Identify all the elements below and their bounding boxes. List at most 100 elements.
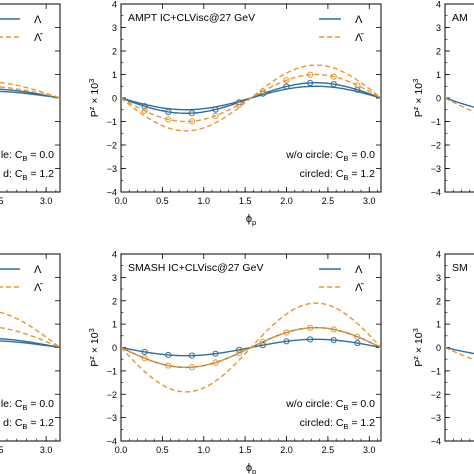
y-tick-label: 3 [112, 273, 117, 283]
series-line [0, 81, 60, 99]
x-tick-label: 1.0 [198, 445, 211, 455]
y-tick-label: 2 [112, 47, 117, 57]
panel-right-top: −4 −3 −2 −1 0 1 2 3 4 AM Pz × 103 [411, 0, 474, 198]
x-tick-label: 1.5 [239, 445, 252, 455]
series-marker [259, 338, 266, 346]
x-tick-label: 2.5 [322, 196, 335, 206]
series-marker [212, 350, 219, 357]
legend-label-antilambda: Λ̄ [355, 282, 364, 294]
y-tick-label: −1 [107, 366, 117, 376]
series-marker [188, 110, 196, 117]
panel-left-bottom: 2.5 3.0 Λ Λ̄ le: CB = 0.0 d: CB = 1.2 [0, 253, 61, 455]
y-tick-label: 0 [436, 94, 441, 104]
series-line [121, 302, 381, 393]
series-marker [306, 79, 314, 86]
y-tick-label: 3 [436, 23, 441, 33]
y-tick-label: −2 [431, 141, 441, 151]
series-marker [354, 86, 361, 93]
y-tick-label: 2 [436, 47, 441, 57]
y-tick-label: −1 [431, 366, 441, 376]
panel-title: AM [452, 12, 468, 24]
panel-title: SMASH IC+CLVisc@27 GeV [128, 262, 263, 274]
y-tick-label: 2 [112, 296, 117, 306]
series-marker [141, 103, 148, 110]
x-tick-label: 0.5 [156, 196, 169, 206]
x-tick-label: 1.0 [198, 196, 211, 206]
panel-title: SM [452, 262, 468, 274]
panel-title: AMPT IC+CLVisc@27 GeV [128, 12, 255, 24]
y-tick-label: 0 [112, 343, 117, 353]
series-line [0, 88, 60, 99]
panel-right-bottom: −4 −3 −2 −1 0 1 2 3 4 SM Pz × 103 [411, 250, 474, 447]
legend-label-antilambda: Λ̄ [355, 32, 364, 44]
series-marker [330, 326, 337, 333]
x-tick-label: 2.0 [280, 445, 293, 455]
legend-label-lambda: Λ [34, 14, 42, 26]
series-group [121, 64, 381, 132]
y-tick-label: 0 [112, 94, 117, 104]
y-tick-label: −1 [431, 117, 441, 127]
series-marker [165, 351, 172, 359]
y-tick-label: −1 [107, 117, 117, 127]
series-line [0, 340, 60, 349]
series-line [0, 326, 60, 349]
legend-label-lambda: Λ [355, 14, 363, 26]
series-line [0, 86, 60, 99]
y-tick-label: 0 [436, 343, 441, 353]
y-tick-label: 3 [112, 23, 117, 33]
y-tick-label: 4 [436, 250, 441, 260]
series-marker [188, 118, 196, 125]
y-tick-label: 1 [112, 70, 117, 80]
plot-frame [0, 253, 61, 442]
series-group [0, 311, 60, 349]
series-marker [188, 364, 196, 371]
series-marker [354, 82, 361, 89]
series-marker [212, 106, 219, 113]
y-tick-label: 4 [436, 0, 441, 10]
y-tick-label: −3 [107, 164, 117, 174]
x-tick-label: 3.0 [363, 196, 376, 206]
series-marker [306, 324, 314, 331]
series-marker [165, 116, 172, 123]
y-tick-label: −2 [107, 390, 117, 400]
series-marker [141, 107, 148, 114]
annotation-line: le: CB = 0.0 [1, 398, 54, 412]
series-marker [330, 81, 337, 88]
series-line [0, 90, 60, 99]
series-marker [283, 329, 290, 336]
x-tick-label: 3.0 [363, 445, 376, 455]
legend-label-lambda: Λ [355, 264, 363, 276]
x-tick-label: 1.5 [239, 196, 252, 206]
y-tick-label: −2 [107, 141, 117, 151]
x-tick-label: 2.0 [280, 196, 293, 206]
y-tick-label: −3 [107, 413, 117, 423]
series-group [121, 302, 381, 393]
series-marker [354, 339, 361, 347]
series-line [0, 337, 60, 349]
series-marker [354, 333, 361, 340]
panel-center-bottom: −4 −3 −2 −1 0 1 2 3 4 0.0 0.5 1.0 1.5 2.0 2.5 3.0 SMASH … [87, 250, 382, 474]
panel-left-top: 2.5 3.0 Λ Λ̄ le: CB = 0.0 d: CB = 1.2 [0, 3, 61, 206]
x-tick-label: 0.0 [115, 196, 128, 206]
annotation-line: d: CB = 1.2 [3, 417, 54, 431]
x-tick-label: 2.5 [0, 445, 3, 455]
x-tick-label: 0.0 [115, 445, 128, 455]
series-marker [236, 349, 243, 357]
x-axis-label: ϕp [246, 462, 256, 474]
series-marker [212, 359, 219, 366]
y-tick-label: 3 [436, 273, 441, 283]
x-tick-label: 0.5 [156, 445, 169, 455]
annotation-line: w/o circle: CB = 0.0 [285, 398, 375, 412]
series-marker [212, 112, 219, 119]
y-tick-label: 4 [112, 250, 117, 260]
y-tick-label: −4 [431, 437, 441, 447]
series-group [0, 81, 60, 99]
series-marker [306, 336, 314, 343]
series-marker [141, 348, 148, 356]
y-tick-label: −3 [431, 413, 441, 423]
y-tick-label: −2 [431, 390, 441, 400]
y-tick-label: 1 [112, 320, 117, 330]
panel-center-top: −4 −3 −2 −1 0 1 2 3 4 0.0 0.5 1.0 1.5 2.0 2.5 3.0 AMPT I… [87, 0, 382, 227]
x-tick-label: 3.0 [40, 196, 53, 206]
